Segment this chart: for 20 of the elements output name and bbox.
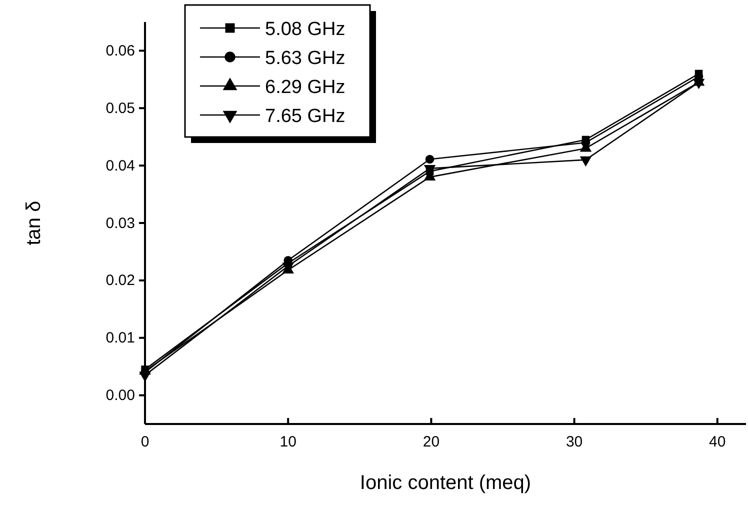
legend-label: 6.29 GHz xyxy=(265,77,346,98)
x-tick-label: 0 xyxy=(140,434,150,451)
x-tick-label: 10 xyxy=(280,434,296,451)
y-tick-label: 0.03 xyxy=(106,214,135,232)
x-tick-label: 30 xyxy=(566,434,583,451)
y-tick-label: 0.04 xyxy=(106,157,135,174)
y-tick-label: 0.00 xyxy=(106,387,135,404)
legend-label: 5.08 GHz xyxy=(265,19,346,40)
x-tick-label: 20 xyxy=(422,434,440,451)
x-axis-title: Ionic content (meq) xyxy=(360,472,532,494)
y-axis-title: tan δ xyxy=(23,200,45,246)
x-tick-label: 40 xyxy=(709,434,726,451)
legend-label: 5.63 GHz xyxy=(265,48,346,69)
point xyxy=(139,372,151,382)
y-tick-label: 0.01 xyxy=(106,330,135,347)
point xyxy=(425,154,434,164)
y-tick-label: 0.06 xyxy=(106,42,135,60)
y-tick-label: 0.05 xyxy=(106,100,135,117)
legend-label: 7.65 GHz xyxy=(265,106,346,127)
y-tick-label: 0.02 xyxy=(106,272,135,290)
